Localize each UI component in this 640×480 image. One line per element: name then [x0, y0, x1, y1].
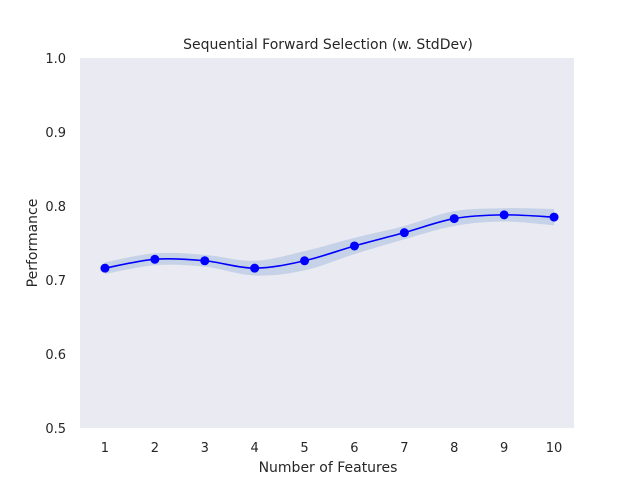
- x-tick-label: 1: [101, 441, 109, 456]
- data-point: [200, 256, 210, 266]
- data-point: [349, 241, 359, 251]
- data-point: [150, 254, 160, 264]
- chart-title: Sequential Forward Selection (w. StdDev): [183, 37, 473, 53]
- x-tick-label: 10: [546, 441, 563, 456]
- std-band: [104, 208, 555, 276]
- x-tick-label: 6: [350, 441, 358, 456]
- series-line: [104, 214, 555, 269]
- data-point: [549, 212, 559, 222]
- data-point: [250, 263, 260, 273]
- data-point: [399, 228, 409, 238]
- data-point: [300, 256, 310, 266]
- x-tick-label: 3: [201, 441, 209, 456]
- y-tick-label: 1.0: [45, 52, 66, 67]
- x-tick-label: 9: [500, 441, 508, 456]
- x-tick-label: 7: [400, 441, 408, 456]
- y-tick-label: 0.6: [45, 348, 66, 363]
- data-point: [499, 210, 509, 220]
- data-point: [100, 263, 110, 273]
- y-tick-labels: 0.5 0.6 0.7 0.8 0.9 1.0: [45, 52, 66, 437]
- x-tick-label: 5: [300, 441, 308, 456]
- y-tick-label: 0.7: [45, 274, 66, 289]
- x-tick-labels: 1 2 3 4 5 6 7 8 9 10: [101, 441, 563, 456]
- data-point: [449, 214, 459, 224]
- data-point-layer: [100, 210, 559, 273]
- x-tick-label: 8: [450, 441, 458, 456]
- y-tick-label: 0.5: [45, 422, 66, 437]
- y-tick-label: 0.8: [45, 200, 66, 215]
- plot-area: [80, 58, 574, 428]
- x-tick-label: 2: [151, 441, 159, 456]
- x-tick-label: 4: [251, 441, 259, 456]
- y-tick-label: 0.9: [45, 126, 66, 141]
- y-axis-label: Performance: [25, 199, 41, 288]
- x-axis-label: Number of Features: [259, 460, 398, 476]
- std-band-layer: [104, 208, 555, 276]
- series-line-layer: [104, 214, 555, 269]
